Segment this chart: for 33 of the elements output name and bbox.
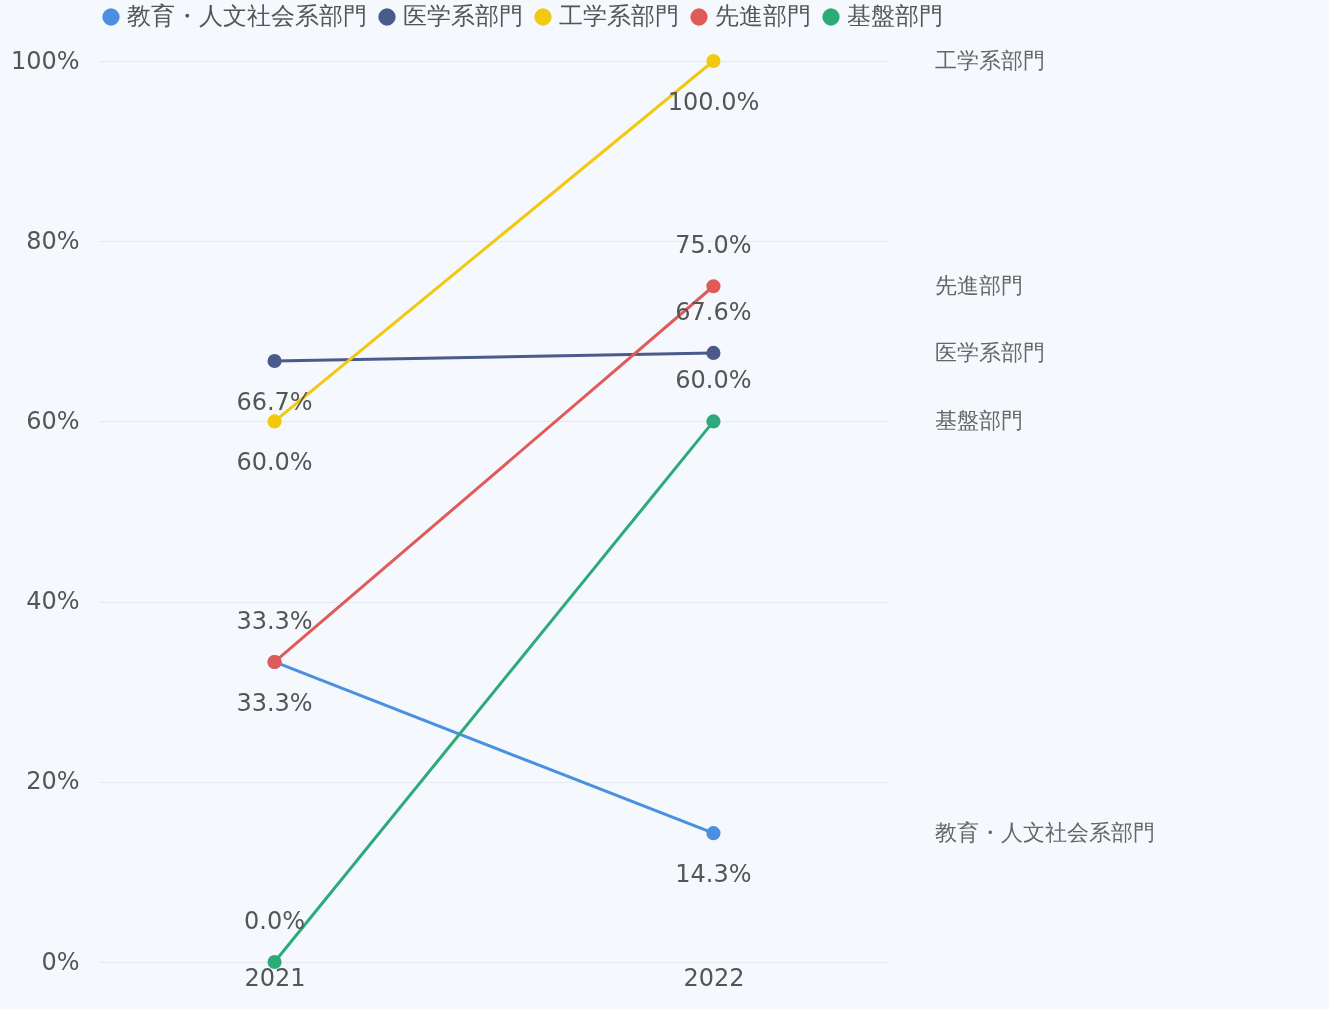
text: 医学系部門 <box>935 339 1046 365</box>
y-tick-label: 60% <box>26 406 80 435</box>
y-tick-label: 40% <box>26 587 80 616</box>
data-label: 14.3% <box>675 860 752 889</box>
text: 工学系部門 <box>935 48 1046 73</box>
y-tick-label: 0% <box>41 947 80 976</box>
point <box>706 414 721 429</box>
text: 教育・人文社会系部門 <box>935 820 1156 846</box>
x-tick-label: 2022 <box>683 963 745 992</box>
legend-label: 教育・人文社会系部門 <box>127 2 367 30</box>
point <box>706 826 721 841</box>
point <box>706 345 721 360</box>
data-label: 100.0% <box>667 88 760 116</box>
legend-label: 先進部門 <box>715 2 811 30</box>
data-label: 75.0% <box>675 231 752 260</box>
point <box>267 414 282 429</box>
data-label: 33.3% <box>236 606 313 635</box>
legend-label: 医学系部門 <box>403 2 523 30</box>
y-tick-label: 100% <box>10 46 80 75</box>
y-tick-label: 80% <box>26 226 80 255</box>
data-label: 33.3% <box>236 688 313 717</box>
y-tick-label: 20% <box>26 767 80 796</box>
text: 基盤部門 <box>935 408 1024 434</box>
text: 先進部門 <box>935 273 1024 299</box>
data-label: 60.0% <box>236 448 313 477</box>
point <box>267 353 282 369</box>
legend-label: 基盤部門 <box>847 2 943 30</box>
x-tick-label: 2021 <box>244 963 306 992</box>
data-label: 60.0% <box>675 366 752 395</box>
point <box>706 53 721 69</box>
point <box>706 279 721 294</box>
legend-label: 工学系部門 <box>559 2 679 30</box>
data-label: 0.0% <box>244 907 306 935</box>
